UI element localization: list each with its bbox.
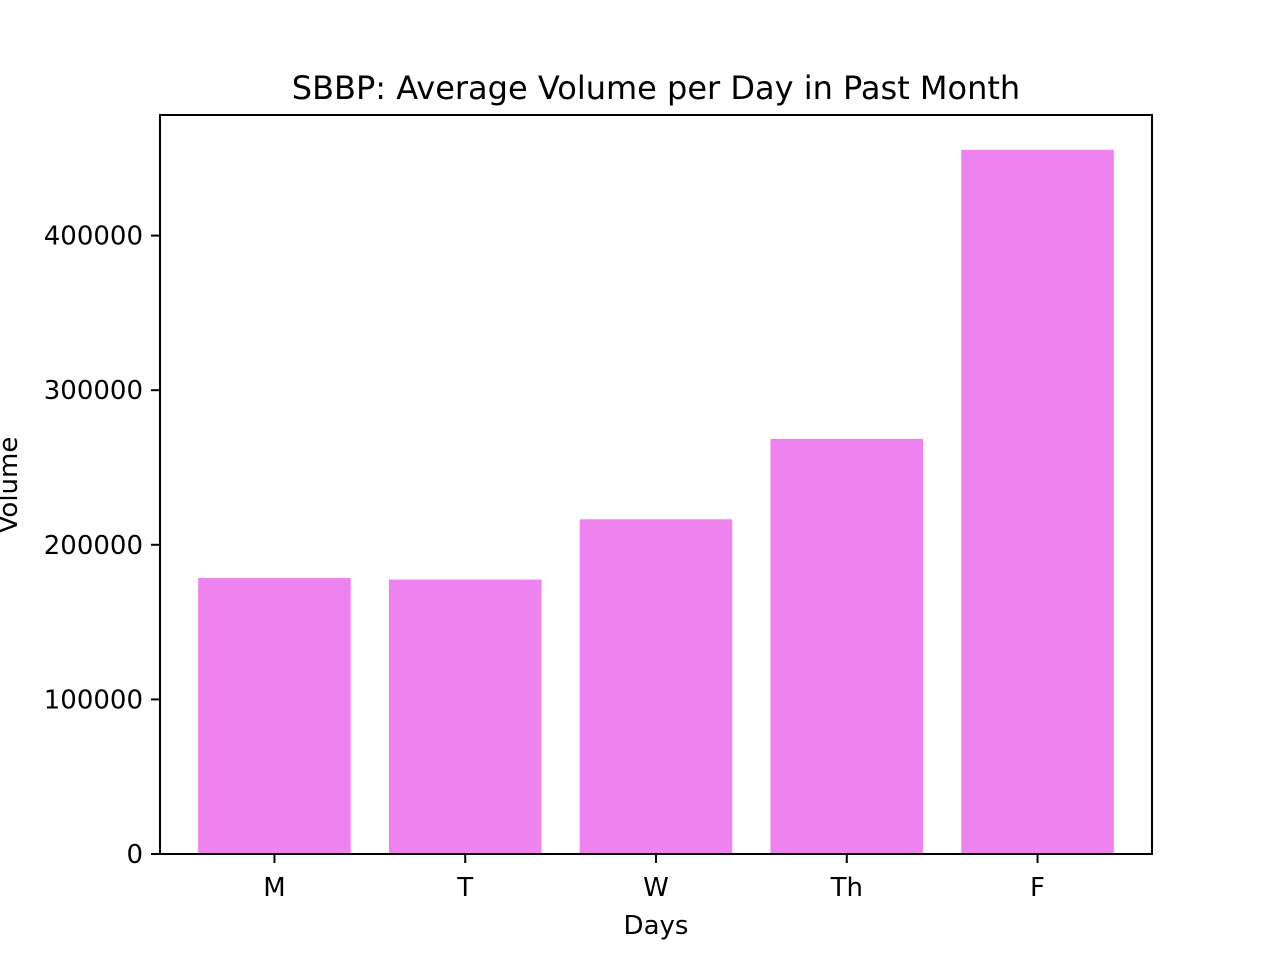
- y-axis-ticks: 0 100000 200000 300000 400000: [44, 222, 160, 870]
- x-tick-label: Th: [830, 873, 863, 903]
- y-tick-label: 400000: [44, 222, 143, 252]
- y-tick-label: 200000: [44, 531, 143, 561]
- x-tick-label: T: [456, 873, 473, 903]
- y-tick-label: 300000: [44, 376, 143, 406]
- x-axis-ticks: M T W Th F: [263, 854, 1045, 903]
- x-axis-label: Days: [624, 911, 689, 941]
- chart-title: SBBP: Average Volume per Day in Past Mon…: [292, 69, 1020, 107]
- x-tick-label: F: [1030, 873, 1045, 903]
- x-tick-label: M: [263, 873, 285, 903]
- bar-m: [198, 578, 351, 854]
- bars-group: [198, 149, 1114, 855]
- bar-w: [579, 519, 733, 854]
- y-axis-label: Volume: [0, 437, 24, 534]
- x-tick-label: W: [643, 873, 669, 903]
- plot-frame: [159, 114, 1153, 855]
- bar-f: [961, 149, 1114, 855]
- y-tick-label: 100000: [44, 685, 143, 715]
- y-tick-label: 0: [126, 840, 143, 870]
- bar-t: [388, 579, 542, 854]
- bar-th: [770, 438, 924, 854]
